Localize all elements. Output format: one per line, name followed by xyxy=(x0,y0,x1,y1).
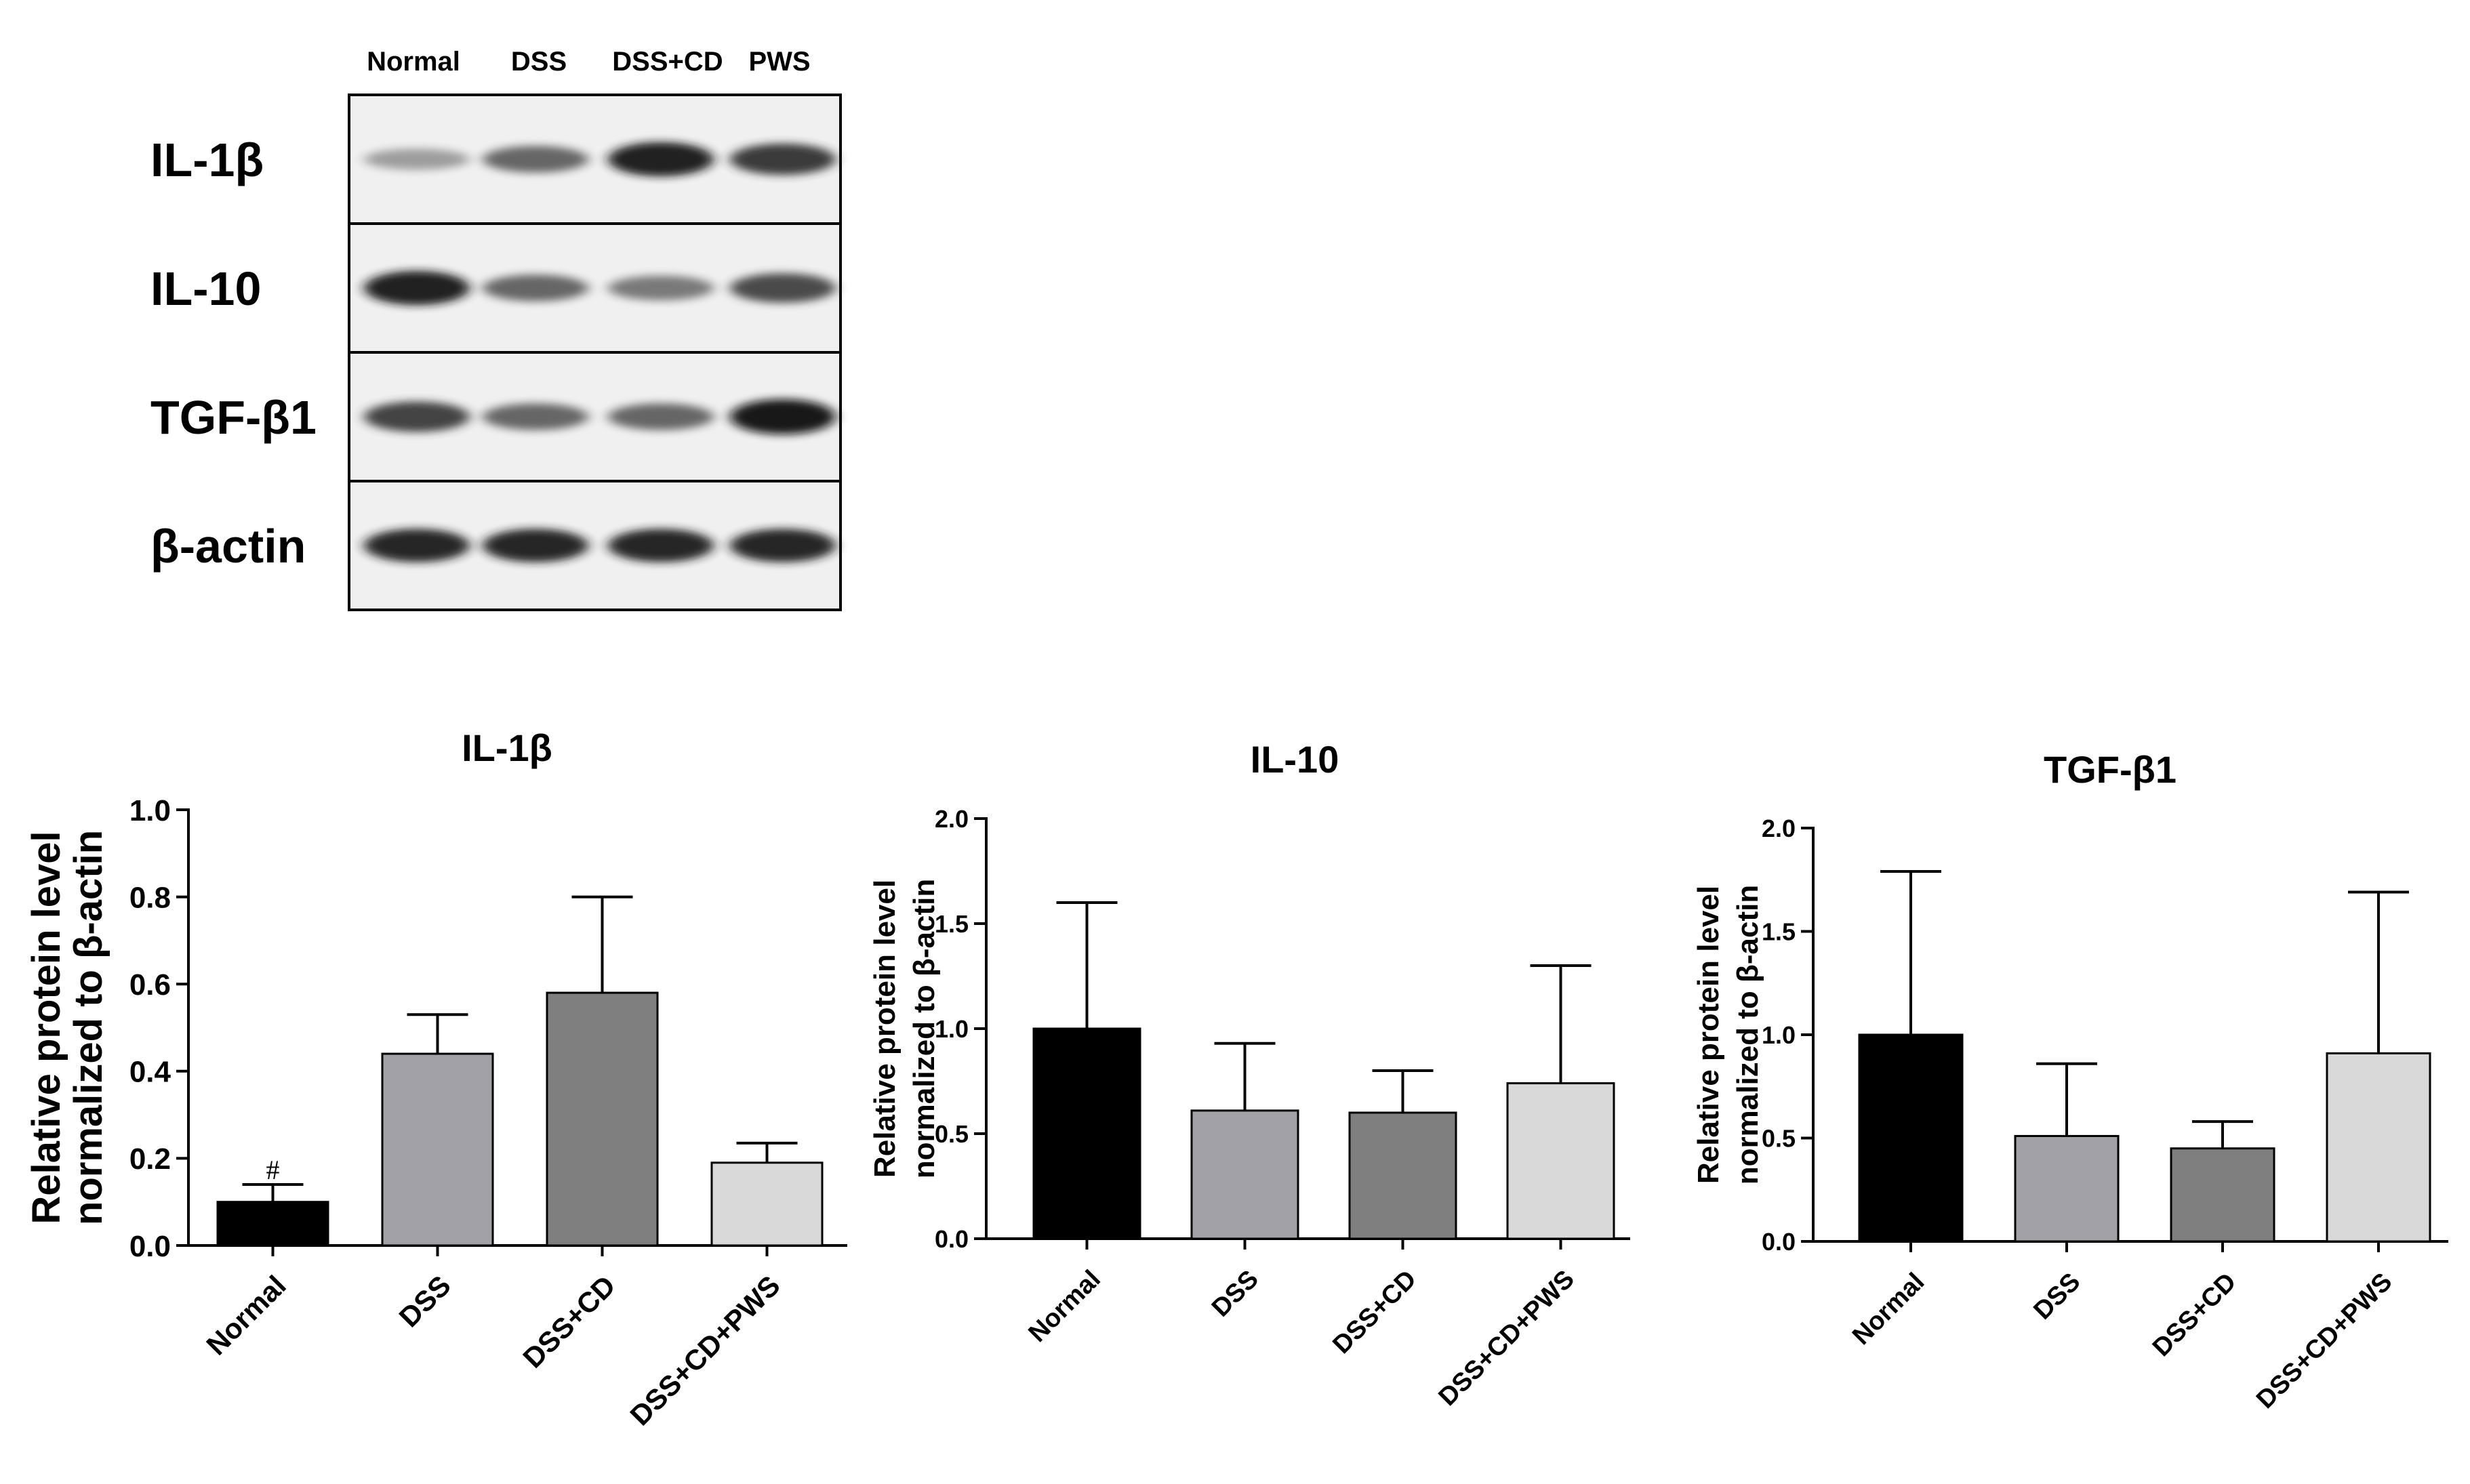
bar xyxy=(1858,1033,1964,1243)
protein-label: TGF-β1 xyxy=(150,391,317,444)
blot-panel xyxy=(348,222,842,354)
x-tick-label: DSS+CD+PWS xyxy=(2251,1268,2397,1414)
x-tick-label: DSS xyxy=(393,1269,457,1333)
x-tick-label: Normal xyxy=(1847,1268,1930,1351)
blot-band xyxy=(730,529,836,562)
bar xyxy=(2326,1052,2431,1243)
bar xyxy=(1506,1082,1615,1240)
y-tick-label: 2.0 xyxy=(1762,815,1796,842)
y-tick-label: 0.8 xyxy=(129,881,171,914)
y-tick-label: 0.0 xyxy=(935,1225,969,1253)
x-tick-label: DSS xyxy=(1207,1265,1264,1323)
western-blot: Normal DSS DSS+CD PWS IL-1β IL-10 TGF-β1 β-acti… xyxy=(150,47,842,611)
protein-label: IL-10 xyxy=(150,262,261,315)
y-axis-label: Relative protein level xyxy=(1692,886,1725,1184)
protein-label: β-actin xyxy=(150,520,306,573)
y-axis-label: normalized to β-actin xyxy=(66,830,110,1225)
bar xyxy=(2014,1134,2120,1243)
chart-title: IL-10 xyxy=(1251,738,1339,781)
y-tick-label: 1.0 xyxy=(129,794,171,827)
y-tick-label: 0.4 xyxy=(129,1056,171,1089)
y-axis-label: normalized to β-actin xyxy=(1731,885,1764,1184)
bar xyxy=(710,1161,824,1247)
bar-chart: TGF-β1 Relative protein level normalized t… xyxy=(1692,748,2448,1414)
y-tick-label: 0.0 xyxy=(129,1230,171,1263)
blot-band xyxy=(364,401,470,432)
blot-band xyxy=(483,403,588,430)
blot-band xyxy=(364,270,470,306)
blot-band xyxy=(730,143,836,176)
protein-label: IL-1β xyxy=(150,133,264,186)
y-tick-label: 0.5 xyxy=(1762,1124,1796,1152)
bar xyxy=(546,991,659,1247)
y-tick-label: 0.5 xyxy=(935,1120,969,1148)
blot-band xyxy=(608,529,714,562)
x-tick-label: DSS+CD+PWS xyxy=(624,1269,786,1432)
blot-panel xyxy=(348,94,842,225)
x-tick-label: DSS+CD xyxy=(2147,1268,2242,1362)
lane-label: DSS xyxy=(511,47,567,77)
blot-panel xyxy=(348,480,842,611)
y-axis-label: normalized to β-actin xyxy=(908,879,941,1178)
blot-band xyxy=(364,148,470,170)
lane-label: DSS+CD xyxy=(612,47,723,77)
x-tick-label: DSS xyxy=(2028,1268,2086,1325)
y-axis-label: Relative protein level xyxy=(24,831,68,1224)
lane-label: Normal xyxy=(367,47,460,77)
bar xyxy=(381,1052,494,1247)
x-tick-label: Normal xyxy=(200,1269,292,1361)
blot-band xyxy=(483,529,588,562)
y-tick-label: 2.0 xyxy=(935,805,969,833)
lane-label: PWS xyxy=(748,47,810,77)
blot-band xyxy=(608,275,714,301)
bar xyxy=(1032,1027,1141,1240)
y-tick-label: 0.0 xyxy=(1762,1228,1796,1256)
bar xyxy=(1190,1109,1299,1240)
chart-title: TGF-β1 xyxy=(2044,748,2177,791)
chart-title: IL-1β xyxy=(462,726,552,769)
blot-band xyxy=(730,273,836,303)
y-tick-label: 0.2 xyxy=(129,1142,171,1176)
y-tick-label: 1.5 xyxy=(935,910,969,938)
blot-band xyxy=(608,142,714,177)
y-tick-label: 0.6 xyxy=(129,968,171,1002)
blot-band xyxy=(364,529,470,562)
y-tick-label: 1.0 xyxy=(935,1015,969,1043)
x-tick-label: DSS+CD xyxy=(1327,1265,1421,1359)
bar xyxy=(1348,1111,1457,1240)
blot-band xyxy=(730,399,836,434)
bar xyxy=(2170,1147,2275,1243)
y-tick-label: 1.0 xyxy=(1762,1021,1796,1049)
x-tick-label: DSS+CD+PWS xyxy=(1434,1265,1580,1411)
significance-marker: # xyxy=(266,1155,280,1185)
blot-band xyxy=(608,403,714,430)
y-axis-label: Relative protein level xyxy=(868,880,902,1178)
bar xyxy=(216,1201,329,1247)
bar-chart: IL-10 Relative protein level normalized to… xyxy=(868,738,1630,1411)
blot-panel xyxy=(348,351,842,482)
x-tick-label: DSS+CD xyxy=(517,1269,622,1374)
blot-band xyxy=(483,146,588,173)
x-tick-label: Normal xyxy=(1024,1265,1106,1348)
blot-band xyxy=(483,274,588,302)
y-tick-label: 1.5 xyxy=(1762,918,1796,945)
